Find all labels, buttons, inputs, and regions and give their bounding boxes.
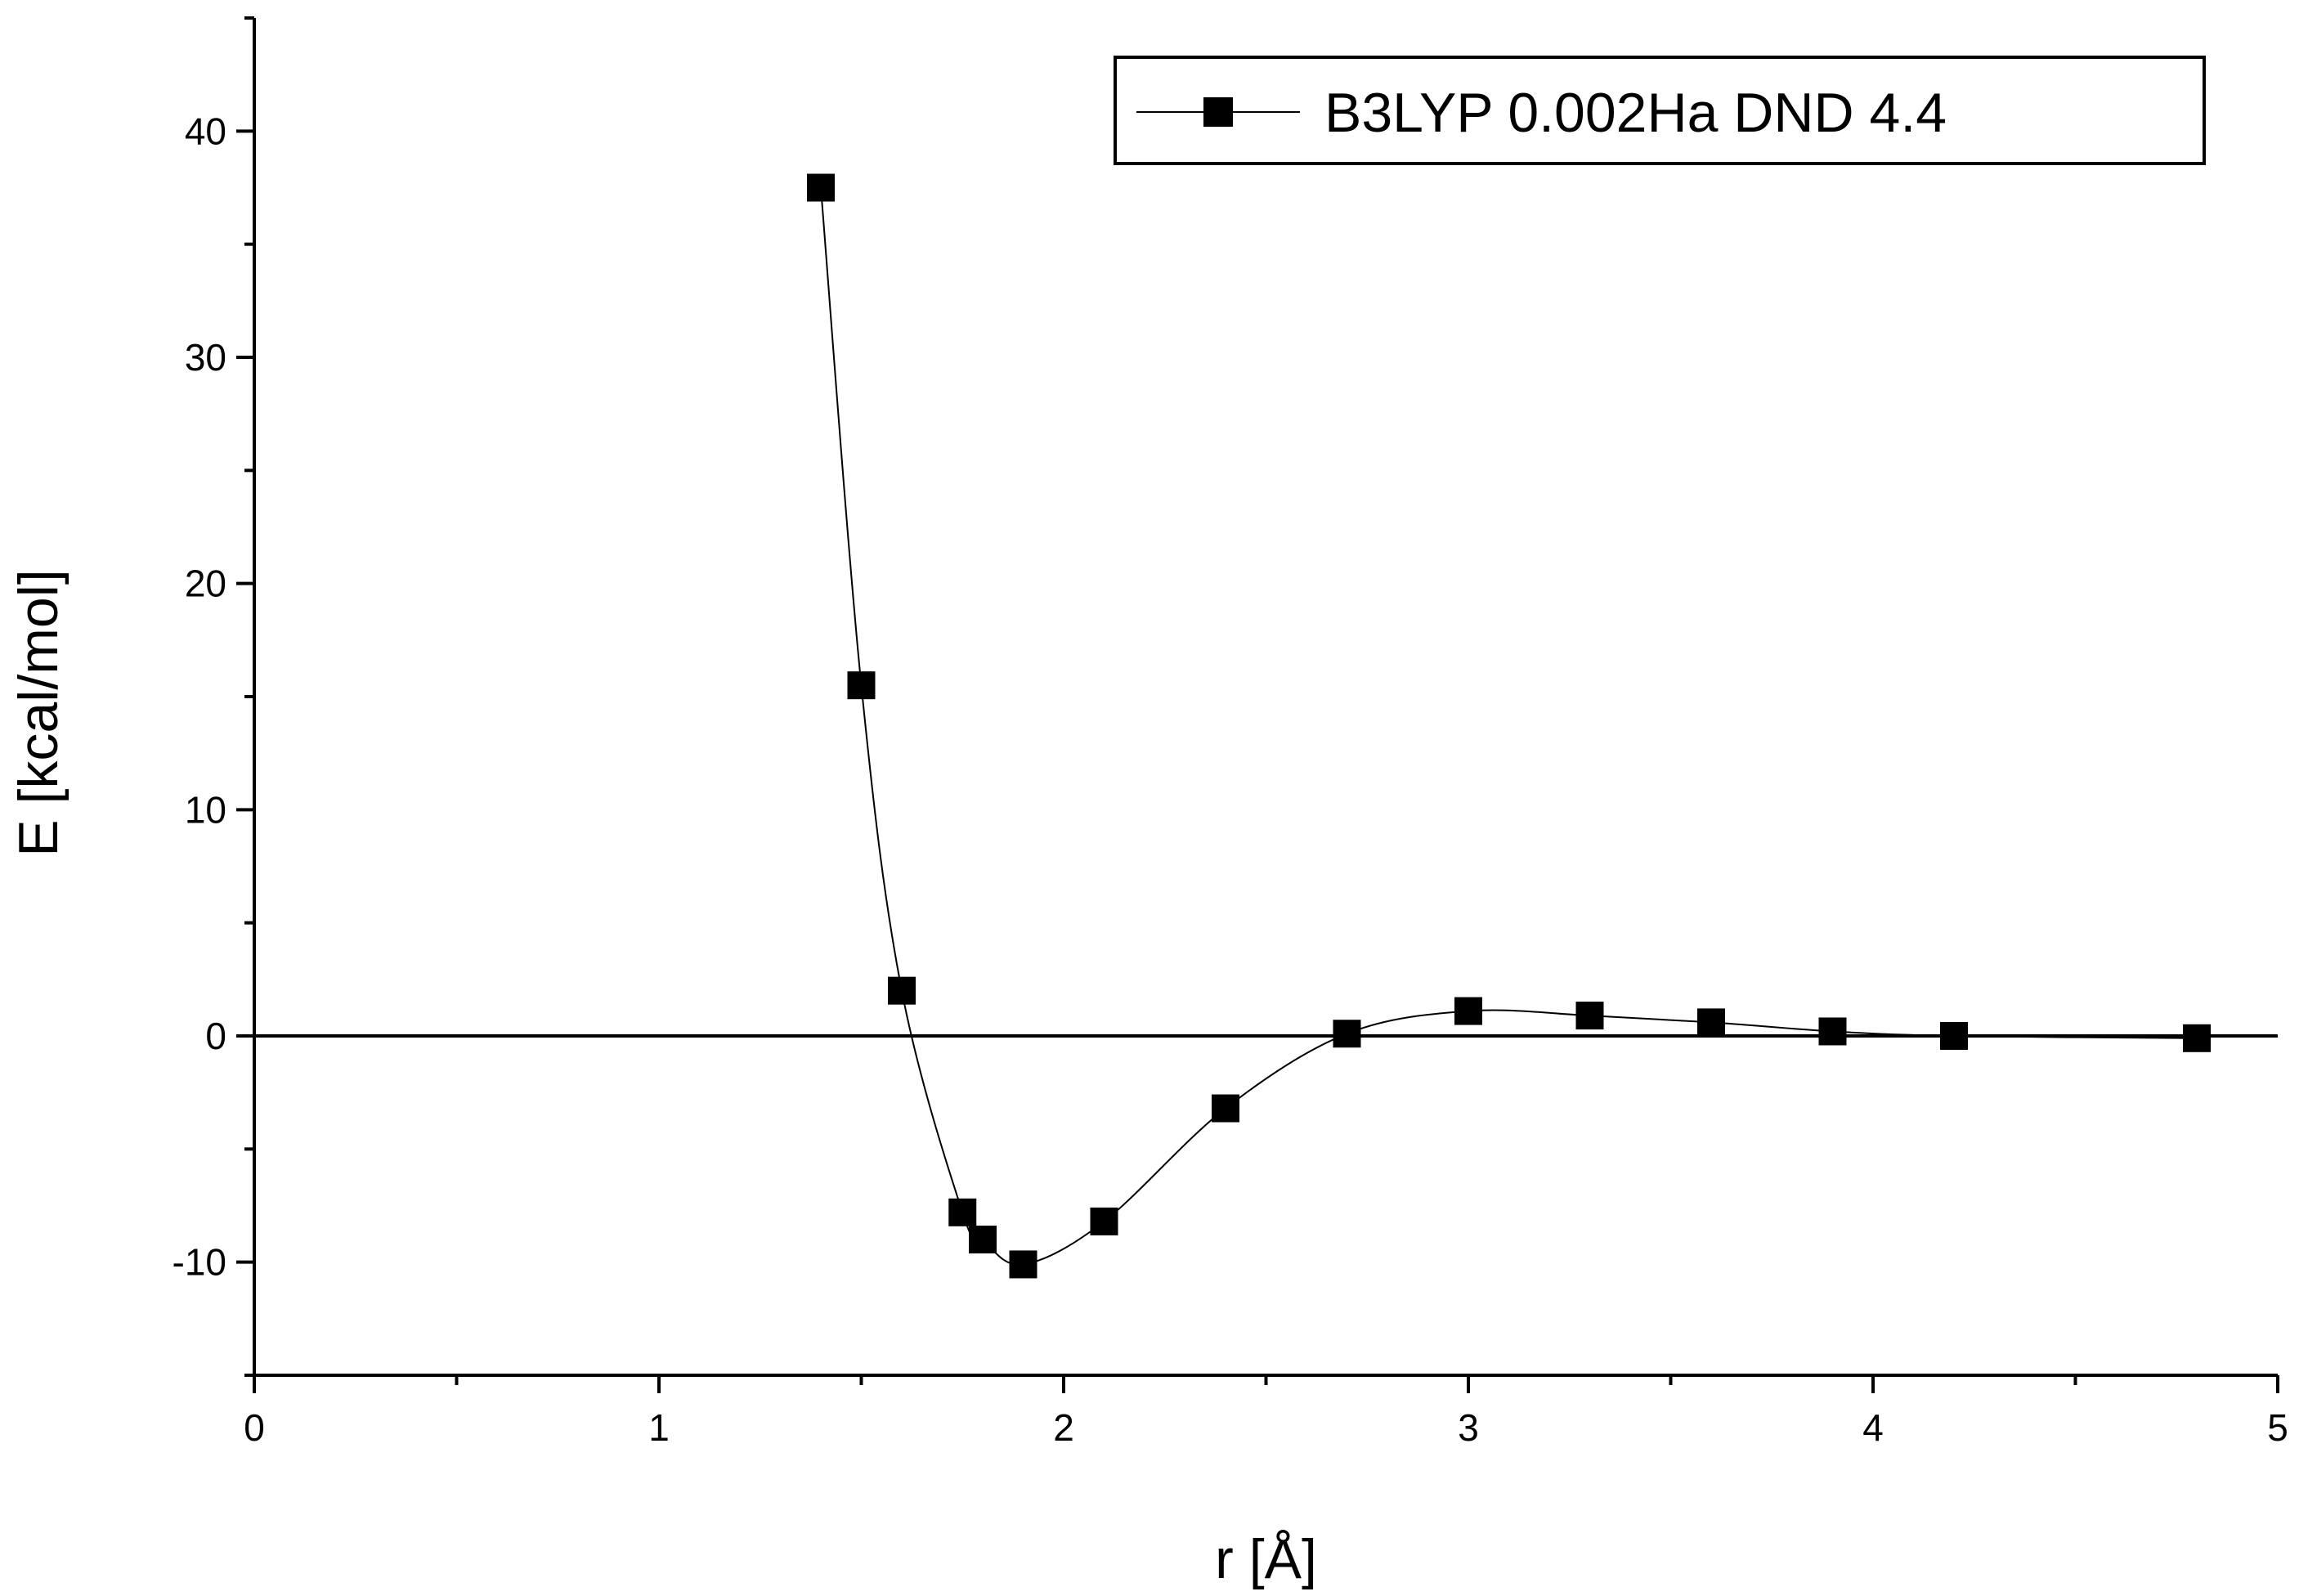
y-tick-label: 40 (185, 110, 226, 152)
y-tick-label: 20 (185, 563, 226, 605)
y-tick-label: 30 (185, 336, 226, 379)
data-point-6 (1090, 1207, 1118, 1235)
y-tick-label: 0 (205, 1015, 226, 1057)
y-tick-label: 10 (185, 788, 226, 831)
x-axis-title: r [Å] (1215, 1528, 1317, 1590)
legend: B3LYP 0.002Ha DND 4.4 (1114, 56, 2206, 165)
x-tick-label: 0 (244, 1406, 265, 1449)
axes: 0 1 2 3 4 5 -10 0 10 20 30 40 (173, 16, 2288, 1449)
data-point-3 (948, 1198, 977, 1226)
data-point-9 (1454, 997, 1482, 1025)
legend-box (1114, 56, 2206, 165)
x-tick-label: 5 (2267, 1406, 2288, 1449)
series-curve (820, 187, 2198, 1266)
data-point-10 (1575, 1002, 1604, 1030)
x-tick-label: 3 (1458, 1406, 1479, 1449)
data-point-5 (1009, 1250, 1037, 1279)
x-tick-label: 4 (1862, 1406, 1884, 1449)
data-point-2 (888, 976, 916, 1005)
legend-marker-square (1203, 97, 1233, 127)
data-point-13 (1940, 1022, 1968, 1050)
data-point-11 (1697, 1008, 1725, 1037)
data-point-12 (1818, 1017, 1847, 1046)
data-point-7 (1212, 1094, 1239, 1123)
data-point-0 (807, 173, 835, 202)
data-point-8 (1333, 1020, 1361, 1048)
legend-label: B3LYP 0.002Ha DND 4.4 (1324, 82, 1947, 144)
x-tick-label: 1 (648, 1406, 670, 1449)
y-tick-label: -10 (173, 1241, 226, 1284)
series-markers (807, 173, 2211, 1279)
x-tick-label: 2 (1053, 1406, 1074, 1449)
data-point-4 (969, 1226, 997, 1253)
data-point-14 (2183, 1024, 2211, 1052)
data-point-1 (847, 671, 876, 700)
y-axis-title: E [kcal/mol] (7, 569, 69, 856)
series-line (820, 187, 2198, 1266)
